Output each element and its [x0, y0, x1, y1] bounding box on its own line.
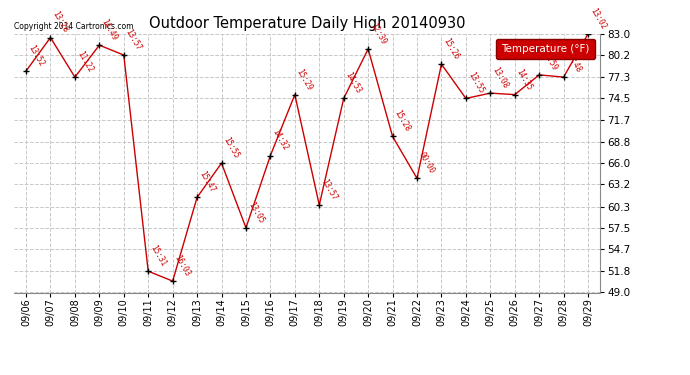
Text: 10:48: 10:48	[564, 50, 583, 74]
Text: 13:55: 13:55	[466, 71, 485, 95]
Text: 14:49: 14:49	[99, 18, 119, 42]
Legend: Temperature (°F): Temperature (°F)	[496, 39, 595, 59]
Text: 13:57: 13:57	[124, 27, 143, 52]
Text: 13:02: 13:02	[588, 6, 607, 31]
Text: 13:57: 13:57	[319, 177, 339, 202]
Text: 16:03: 16:03	[172, 254, 192, 278]
Text: 00:00: 00:00	[417, 151, 436, 175]
Text: 12:39: 12:39	[368, 21, 388, 46]
Text: 13:05: 13:05	[246, 200, 266, 225]
Text: 15:26: 15:26	[442, 37, 461, 61]
Text: 13:52: 13:52	[26, 44, 46, 68]
Text: 11:22: 11:22	[75, 50, 95, 74]
Text: 13:08: 13:08	[491, 66, 510, 90]
Text: Copyright 2014 Cartronics.com: Copyright 2014 Cartronics.com	[14, 22, 133, 31]
Text: 14:59: 14:59	[539, 47, 559, 72]
Title: Outdoor Temperature Daily High 20140930: Outdoor Temperature Daily High 20140930	[149, 16, 465, 31]
Text: 15:55: 15:55	[221, 135, 241, 160]
Text: 13:28: 13:28	[50, 10, 70, 34]
Text: 15:28: 15:28	[393, 109, 412, 134]
Text: 15:29: 15:29	[295, 67, 314, 92]
Text: 15:47: 15:47	[197, 170, 217, 194]
Text: 14:53: 14:53	[344, 71, 363, 95]
Text: 14:35: 14:35	[515, 67, 534, 92]
Text: 15:31: 15:31	[148, 244, 168, 268]
Text: 14:32: 14:32	[270, 128, 290, 153]
